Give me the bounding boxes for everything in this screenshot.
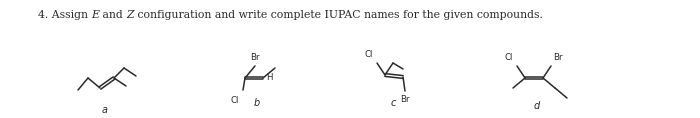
Text: configuration and write complete IUPAC names for the given compounds.: configuration and write complete IUPAC n… xyxy=(134,10,543,20)
Text: c: c xyxy=(391,98,395,108)
Text: Cl: Cl xyxy=(365,50,373,59)
Text: Br: Br xyxy=(400,95,410,104)
Text: Br: Br xyxy=(251,53,260,62)
Text: Cl: Cl xyxy=(505,53,513,62)
Text: Br: Br xyxy=(553,53,563,62)
Text: H: H xyxy=(266,74,272,82)
Text: Z: Z xyxy=(127,10,134,20)
Text: a: a xyxy=(102,105,108,115)
Text: E: E xyxy=(92,10,99,20)
Text: 4. Assign: 4. Assign xyxy=(38,10,92,20)
Text: and: and xyxy=(99,10,127,20)
Text: Cl: Cl xyxy=(230,96,239,105)
Text: d: d xyxy=(534,101,540,111)
Text: b: b xyxy=(254,98,260,108)
